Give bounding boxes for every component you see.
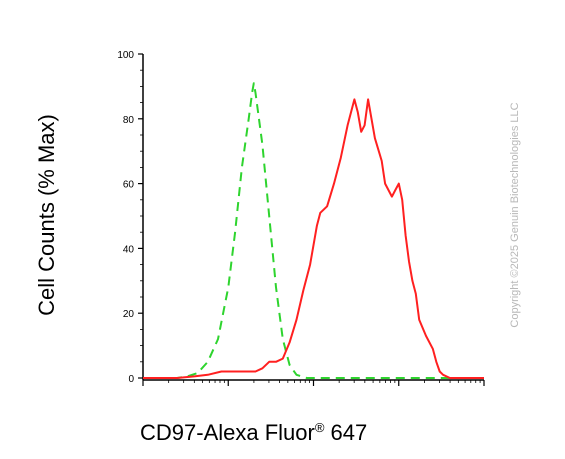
registered-mark: ® — [314, 420, 325, 435]
control-series-line — [143, 82, 484, 379]
y-tick-label: 60 — [123, 180, 135, 191]
x-axis-label-tail: 647 — [324, 420, 368, 445]
y-axis-label: Cell Counts (% Max) — [34, 114, 59, 316]
x-axis-label-main: CD97-Alexa Fluor — [140, 420, 315, 445]
axes: 0 20 40 60 80 100 — [117, 50, 485, 386]
cd97-series-line — [143, 98, 484, 379]
y-tick-label: 80 — [123, 115, 135, 126]
y-tick-label: 100 — [117, 50, 134, 61]
series-layer — [143, 82, 484, 379]
x-axis-label: CD97-Alexa Fluor® 647 — [140, 420, 367, 446]
y-tick-label: 20 — [123, 309, 135, 320]
copyright-text: Copyright ©2025 Genuin Biotechnologies L… — [509, 102, 521, 328]
y-tick-label: 40 — [123, 244, 135, 255]
y-tick-label: 0 — [128, 374, 134, 385]
